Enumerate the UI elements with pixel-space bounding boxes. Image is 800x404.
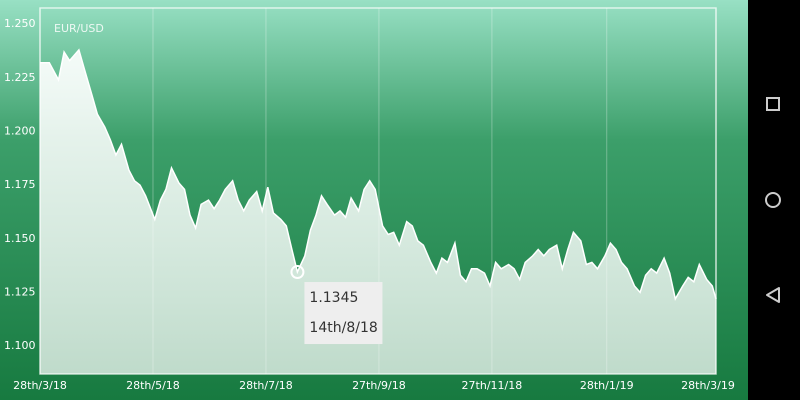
tooltip-date: 14th/8/18 (309, 320, 377, 336)
area-line (40, 48, 717, 301)
y-tick-label: 1.175 (4, 178, 36, 191)
tooltip: 1.1345 14th/8/18 (290, 265, 383, 345)
highlight-marker (290, 265, 305, 280)
plot-frame (39, 7, 717, 375)
x-tick-label: 27th/9/18 (352, 379, 406, 392)
chart-title: EUR/USD (54, 22, 104, 35)
y-tick-label: 1.125 (4, 285, 36, 298)
tooltip-box (304, 282, 383, 345)
x-tick-label: 28th/3/18 (13, 379, 67, 392)
x-tick-label: 28th/5/18 (126, 379, 180, 392)
y-tick-label: 1.225 (4, 71, 36, 84)
recents-button[interactable] (766, 97, 780, 111)
y-tick-label: 1.200 (4, 124, 36, 137)
nav-bar (748, 0, 800, 400)
x-tick-label: 28th/7/18 (239, 379, 293, 392)
area-fill (40, 49, 716, 375)
y-tick-label: 1.100 (4, 339, 36, 352)
y-tick-label: 1.150 (4, 232, 36, 245)
home-button[interactable] (765, 192, 781, 208)
tooltip-value: 1.1345 (309, 290, 358, 306)
x-tick-label: 27th/11/18 (462, 379, 523, 392)
y-tick-label: 1.250 (4, 17, 36, 30)
x-tick-label: 28th/1/19 (580, 379, 634, 392)
x-tick-label: 28th/3/19 (681, 379, 735, 392)
back-button[interactable] (766, 287, 780, 303)
